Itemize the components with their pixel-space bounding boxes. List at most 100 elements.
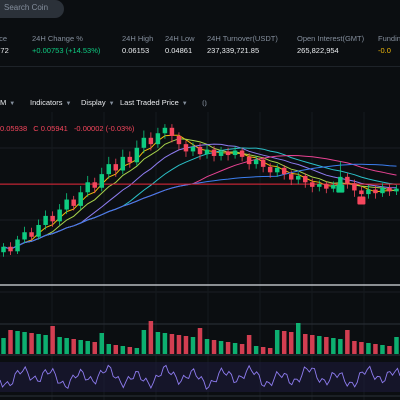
volume-bar xyxy=(274,330,280,354)
candle-body xyxy=(359,190,364,195)
display-button[interactable]: Display ▼ xyxy=(81,98,115,107)
candlestick-chart[interactable] xyxy=(0,112,400,400)
volume-bar xyxy=(359,342,364,354)
candle-body xyxy=(338,176,343,186)
candle-body xyxy=(387,187,392,192)
chevron-down-icon: ▼ xyxy=(181,101,188,107)
candle-body xyxy=(141,137,147,148)
candle-body xyxy=(373,189,378,194)
search-input[interactable]: Search Coin xyxy=(0,0,64,18)
moving-average-line xyxy=(3,138,397,250)
candle-body xyxy=(204,149,210,155)
volume-bar xyxy=(267,348,273,354)
candle-body xyxy=(78,192,83,206)
candle-body xyxy=(29,232,34,237)
volume-bar xyxy=(64,338,69,354)
volume-bar xyxy=(134,348,140,354)
candle-body xyxy=(260,159,266,167)
volume-bar xyxy=(288,332,294,354)
indicators-button[interactable]: Indicators ▼ xyxy=(30,98,71,107)
candle-body xyxy=(15,239,20,252)
legend-a-value: 0.05938 xyxy=(0,124,28,133)
chart-toolbar: M ▼ Indicators ▼ Display ▼ Last Traded Pric… xyxy=(0,96,400,112)
candle-body xyxy=(134,147,140,163)
candle-body xyxy=(71,199,76,206)
volume-bar xyxy=(310,335,315,354)
chevron-down-icon: ▼ xyxy=(9,101,16,107)
stat-value: 0.06153 xyxy=(122,46,150,55)
ticker-stats: Price .0972 24H Change % +0.00753 (+14.53%)… xyxy=(0,28,400,62)
price-type-selector[interactable]: Last Traded Price ▼ xyxy=(120,98,188,107)
candle-body xyxy=(99,174,104,188)
volume-bar xyxy=(366,343,371,354)
volume-bar xyxy=(260,347,266,354)
moving-average-line xyxy=(3,154,397,250)
volume-bar xyxy=(281,331,287,354)
volume-bar xyxy=(1,338,6,354)
volume-bar xyxy=(8,330,13,354)
buy-marker xyxy=(336,184,345,193)
interval-selector[interactable]: M ▼ xyxy=(0,98,15,107)
volume-bar xyxy=(303,334,308,354)
volume-bar xyxy=(106,344,112,354)
candle-body xyxy=(43,215,48,225)
volume-bar xyxy=(324,337,329,354)
legend-change-value: -0.00002 (-0.03%) xyxy=(73,124,135,133)
candle-body xyxy=(64,199,69,210)
stat-value: 237,339,721.85 xyxy=(207,46,260,55)
rsi-band xyxy=(0,362,400,392)
stat-value: +0.00753 (+14.53%) xyxy=(32,46,101,55)
candle-body xyxy=(296,175,301,180)
volume-bar xyxy=(204,339,210,354)
volume-bar xyxy=(296,323,301,354)
stat-label: Price xyxy=(0,34,8,43)
volume-bar xyxy=(352,341,357,354)
volume-bar xyxy=(338,339,343,354)
volume-bar xyxy=(232,343,238,354)
candle-body xyxy=(253,159,259,165)
candle-body xyxy=(225,151,231,156)
volume-bar xyxy=(162,333,168,354)
candle-body xyxy=(331,185,336,189)
volume-bar xyxy=(190,337,196,354)
volume-bar xyxy=(169,334,175,354)
display-label: Display xyxy=(81,98,106,107)
candle-body xyxy=(345,176,350,184)
volume-bar xyxy=(15,331,20,354)
volume-bar xyxy=(183,336,189,354)
candle-body xyxy=(169,127,175,136)
candle-body xyxy=(36,224,41,237)
candle-body xyxy=(232,150,238,156)
candle-body xyxy=(183,144,189,152)
candle-body xyxy=(324,184,329,189)
candle-body xyxy=(1,246,6,253)
price-type-label: Last Traded Price xyxy=(120,98,179,107)
candle-body xyxy=(246,156,252,165)
sell-marker xyxy=(357,196,366,205)
candle-body xyxy=(211,149,217,156)
candle-body xyxy=(120,156,126,171)
legend-close-value: C 0.05941 xyxy=(33,124,68,133)
candle-body xyxy=(310,182,315,187)
volume-bar xyxy=(176,335,182,354)
rsi-line xyxy=(0,364,400,390)
ohlc-legend: 0.05938 C 0.05941 -0.00002 (-0.03%) xyxy=(0,124,138,133)
volume-bar xyxy=(43,335,48,354)
candle-body xyxy=(127,156,133,163)
volume-bar xyxy=(113,345,119,354)
candle-body xyxy=(288,174,294,180)
candle-body xyxy=(281,167,287,175)
search-placeholder: Search Coin xyxy=(4,3,49,12)
stat-label: Open Interest(GMT) xyxy=(297,34,365,43)
candle-body xyxy=(50,215,55,222)
candle-body xyxy=(57,209,62,222)
candle-body xyxy=(113,164,119,171)
candle-body xyxy=(303,175,308,183)
volume-bar xyxy=(225,342,231,354)
tool-toggle-icon[interactable]: ⦅⦆ xyxy=(202,98,207,107)
volume-bar xyxy=(57,337,62,354)
volume-bar xyxy=(22,332,27,354)
volume-bar xyxy=(92,342,97,354)
candle-body xyxy=(148,137,154,145)
volume-bar xyxy=(331,338,336,354)
